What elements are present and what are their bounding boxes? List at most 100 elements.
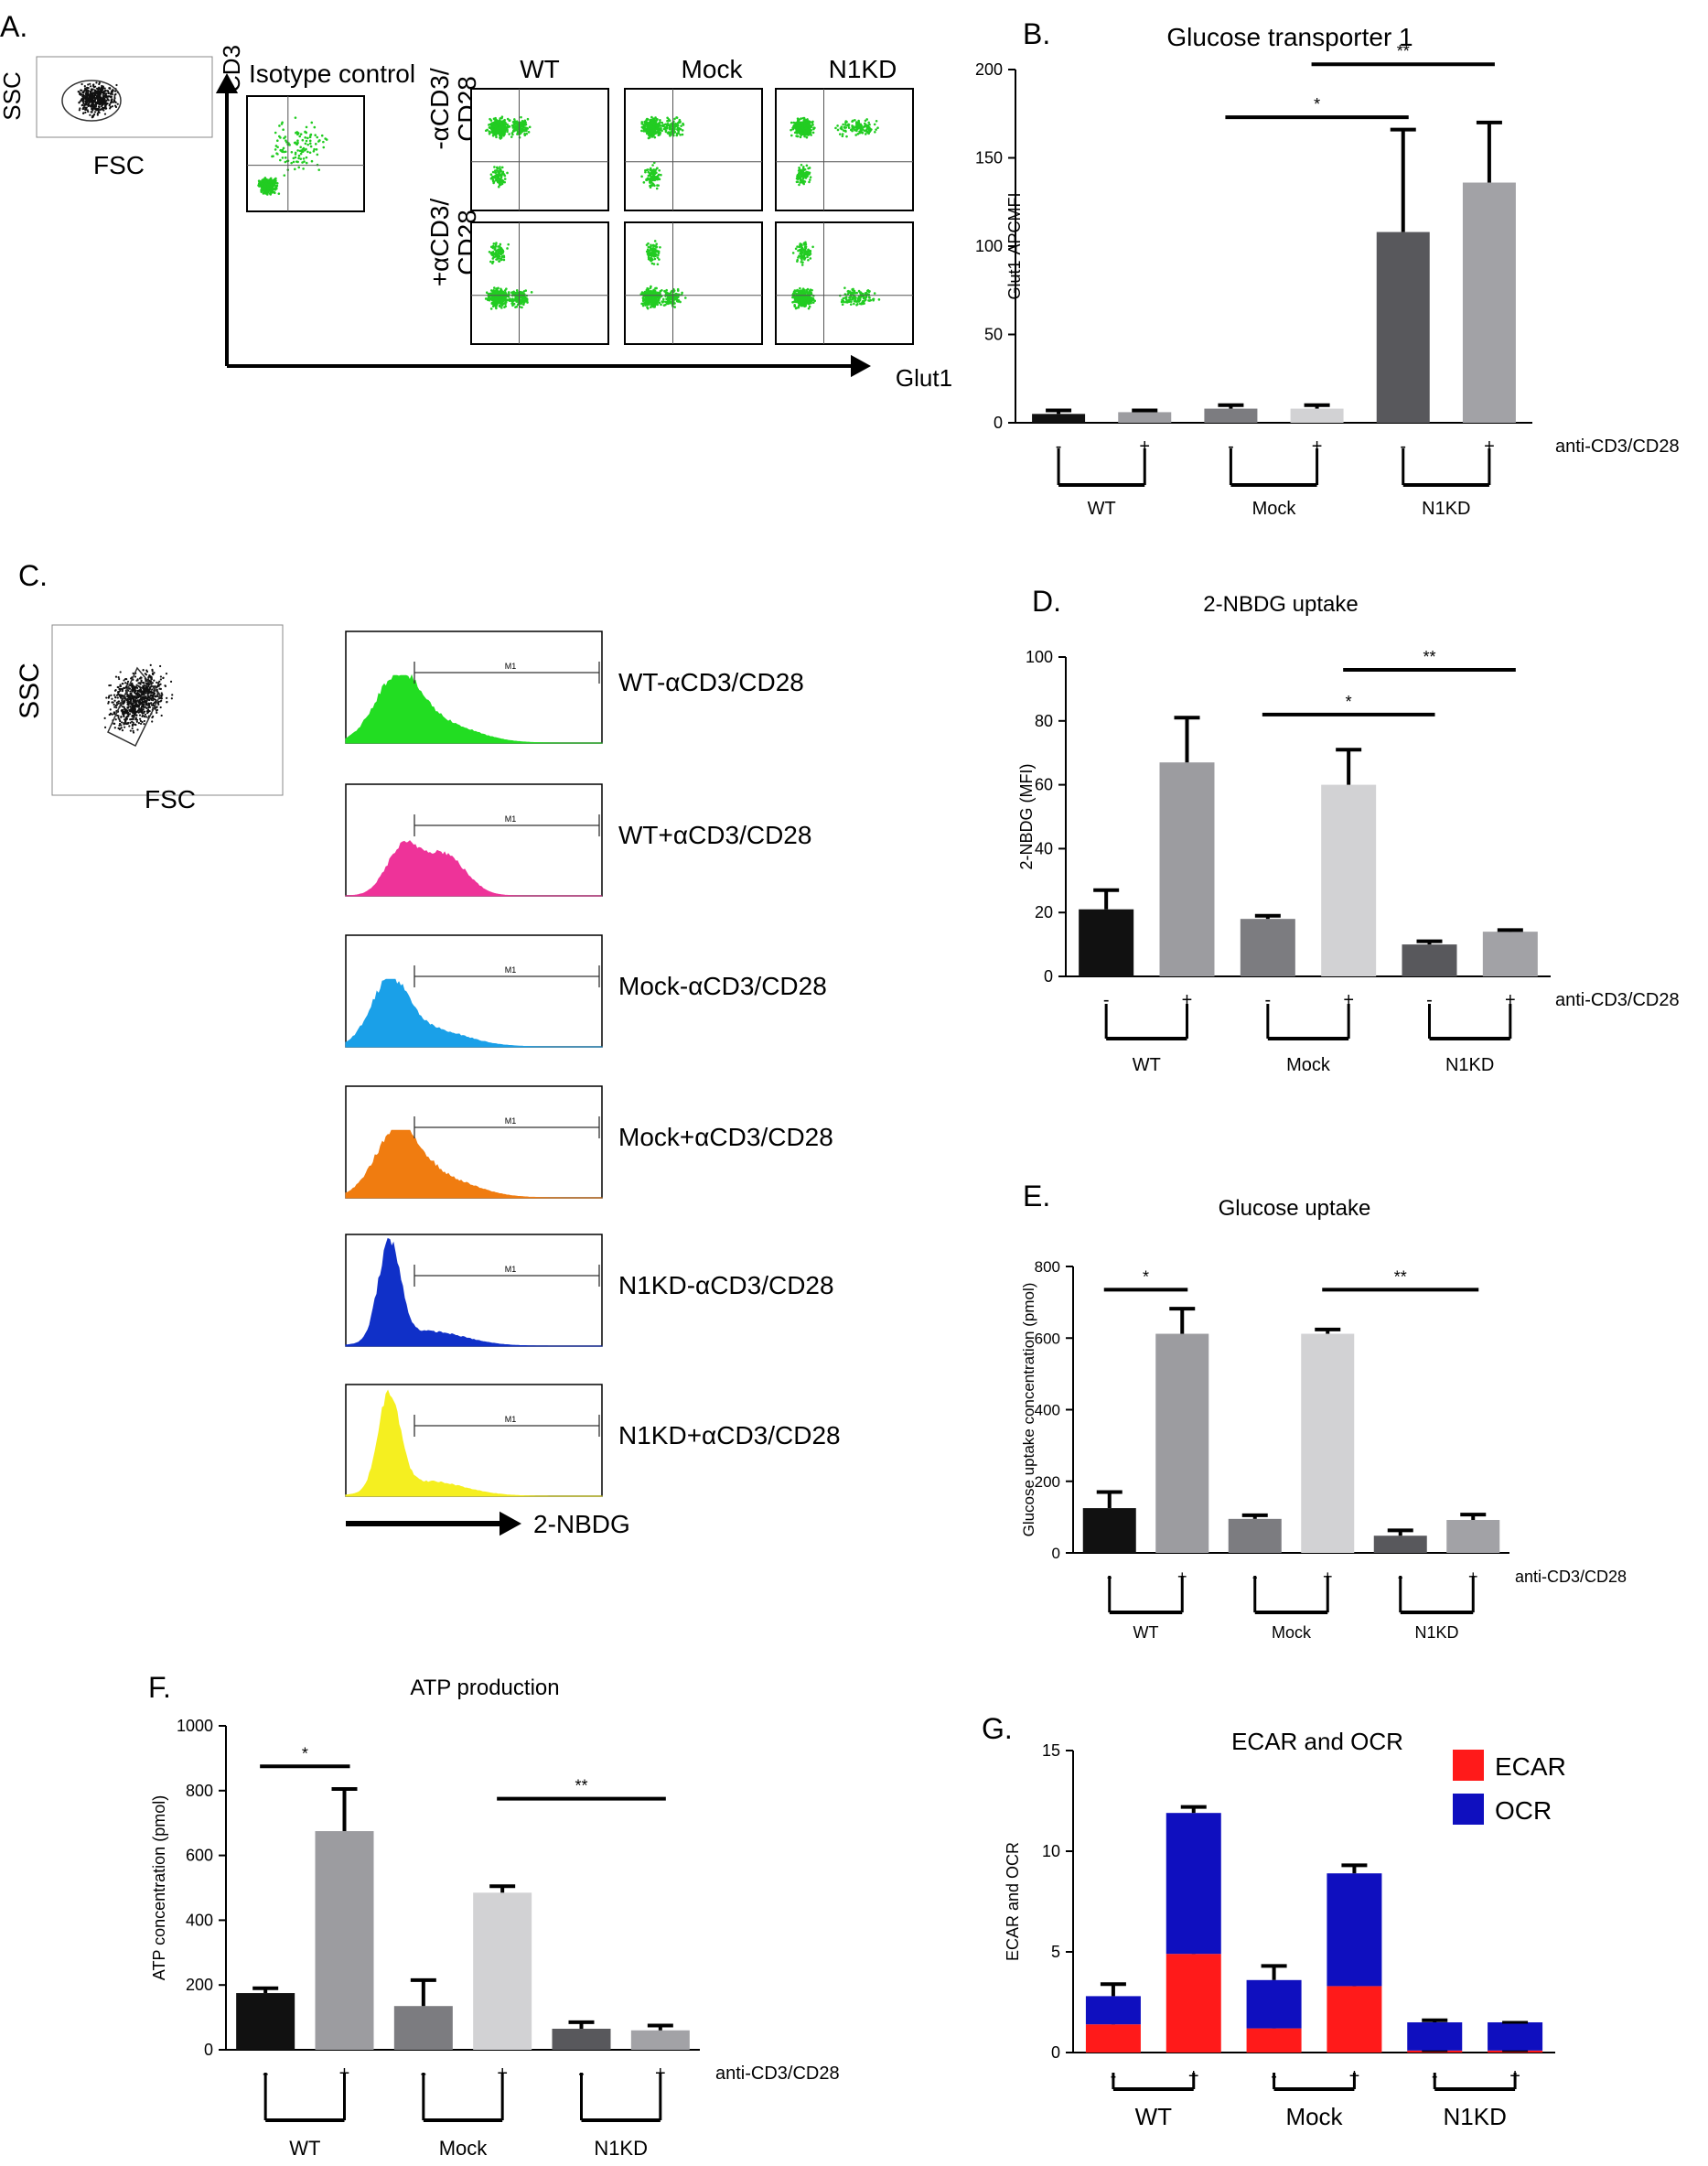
scatter-dot — [103, 87, 106, 90]
flow-dot — [845, 135, 848, 138]
scatter-dot — [81, 93, 83, 96]
flow-dot — [669, 300, 671, 304]
significance-label: * — [1346, 693, 1352, 711]
flow-dot — [792, 121, 796, 124]
flow-dot — [803, 249, 807, 252]
flow-dot — [809, 131, 812, 135]
flow-dot — [867, 296, 871, 298]
y-tick-label: 600 — [186, 1847, 213, 1865]
flow-dot — [862, 296, 865, 300]
flow-dot — [300, 150, 304, 154]
flow-dot — [846, 293, 850, 296]
flow-dot — [516, 123, 520, 125]
flow-dot — [655, 117, 658, 121]
bar — [315, 1831, 374, 2050]
flow-dot — [499, 166, 501, 168]
flow-dot — [648, 291, 650, 295]
scatter-dot — [78, 109, 81, 112]
flow-dot — [281, 150, 284, 154]
bar — [1402, 944, 1457, 976]
treatment-sign: + — [1182, 990, 1193, 1010]
scatter-dot — [94, 102, 98, 104]
flow-dot — [808, 292, 811, 296]
flow-dot — [498, 179, 501, 183]
flow-dot — [274, 188, 277, 191]
flow-dot — [650, 244, 652, 248]
scatter-frame — [36, 56, 213, 138]
scatter-dot — [111, 105, 113, 108]
flow-dot — [858, 298, 862, 302]
flow-dot — [301, 138, 305, 142]
treatment-sign: + — [1505, 990, 1516, 1010]
flow-dot — [522, 290, 526, 293]
flow-dot — [489, 292, 492, 296]
flow-dot — [503, 306, 506, 308]
flow-dot — [489, 260, 492, 264]
scatter-dot — [159, 706, 162, 709]
flow-dot — [491, 170, 495, 174]
flow-dot — [302, 167, 305, 170]
flow-dot — [796, 175, 799, 178]
flow-dot — [651, 169, 655, 172]
flow-dot — [650, 119, 654, 123]
scatter-dot — [113, 101, 115, 103]
flow-dot — [309, 145, 313, 148]
flow-dot — [504, 301, 508, 304]
flow-dot — [800, 247, 804, 250]
flow-dot — [803, 180, 807, 183]
flow-dot — [843, 300, 845, 304]
significance-label: ** — [1394, 1267, 1407, 1286]
scatter-dot — [105, 103, 108, 106]
flow-dot — [271, 186, 274, 189]
significance-label: * — [1314, 95, 1320, 113]
flow-dot — [844, 121, 847, 124]
flow-dot — [836, 128, 840, 132]
flow-dot — [495, 251, 498, 254]
scatter-dot — [124, 722, 127, 725]
legend-swatch-ocr — [1453, 1794, 1484, 1825]
flow-dot — [268, 178, 271, 182]
group-label: N1KD — [1445, 1055, 1494, 1075]
flow-dot — [813, 299, 817, 303]
flow-dot — [656, 167, 659, 170]
flow-dot — [296, 133, 299, 136]
flow-dot — [266, 193, 269, 196]
bar — [552, 2028, 611, 2050]
flow-dot — [499, 292, 501, 295]
scatter-dot — [117, 700, 121, 703]
flow-dot — [304, 136, 307, 139]
flow-dot — [640, 302, 643, 306]
flow-dot — [790, 134, 793, 137]
scatter-dot — [135, 720, 138, 723]
flow-dot — [797, 306, 800, 309]
flow-dot — [301, 147, 305, 151]
scatter-dot — [90, 85, 92, 88]
scatter-dot — [156, 708, 159, 711]
panel-letter: C. — [18, 559, 48, 592]
flow-dot — [679, 134, 682, 136]
flow-dot — [641, 304, 645, 307]
flow-dot — [305, 147, 307, 151]
scatter-frame — [51, 624, 284, 796]
flow-dot — [659, 121, 661, 124]
flow-dot — [263, 184, 267, 188]
flow-dot — [799, 292, 801, 295]
chart-title: ECAR and OCR — [1231, 1728, 1403, 1755]
treatment-sign: - — [1264, 990, 1271, 1010]
scatter-dot — [103, 102, 106, 104]
treatment-sign: - — [1426, 990, 1433, 1010]
y-tick-label: 200 — [975, 60, 1003, 79]
flow-dot — [658, 301, 661, 305]
flow-dot — [652, 292, 656, 296]
scatter-dot — [123, 715, 125, 718]
bar — [1240, 919, 1295, 976]
scatter-dot — [97, 102, 101, 105]
bar — [1204, 408, 1258, 423]
flow-dot — [302, 157, 306, 160]
flow-dot — [849, 303, 853, 306]
flow-dot — [275, 152, 278, 155]
flow-dot — [647, 136, 650, 140]
flow-dot — [800, 179, 804, 183]
flow-dot — [857, 119, 860, 123]
